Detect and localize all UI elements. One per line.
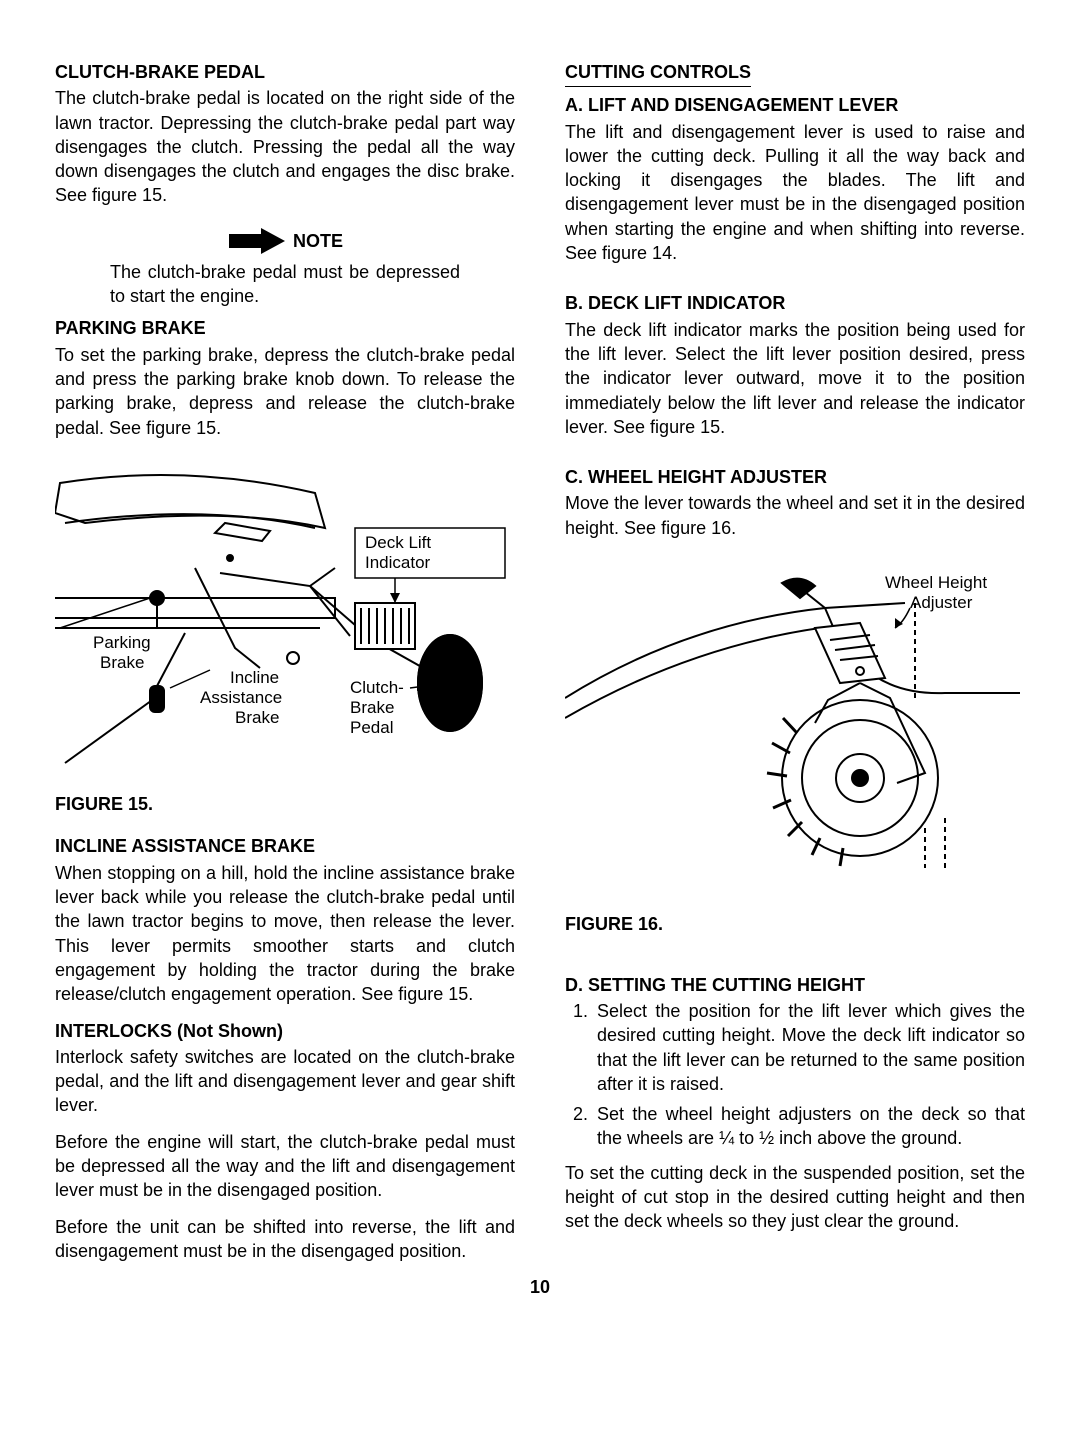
svg-text:Brake: Brake [350,698,394,717]
svg-text:Parking: Parking [93,633,151,652]
note-label: NOTE [293,229,343,253]
cutting-controls-heading: CUTTING CONTROLS [565,60,751,87]
figure-15-caption: FIGURE 15. [55,792,515,816]
step-1: Select the position for the lift lever w… [593,999,1025,1096]
interlocks-p2: Before the engine will start, the clutch… [55,1130,515,1203]
svg-text:Wheel Height: Wheel Height [885,573,987,592]
incline-heading: INCLINE ASSISTANCE BRAKE [55,834,515,858]
right-column: CUTTING CONTROLS A. LIFT AND DISENGAGEME… [565,60,1025,1263]
section-c-body: Move the lever towards the wheel and set… [565,491,1025,540]
svg-text:Clutch-: Clutch- [350,678,404,697]
section-c-heading: C. WHEEL HEIGHT ADJUSTER [565,465,1025,489]
figure-16-illustration: Wheel Height Adjuster [565,568,1025,888]
svg-text:Indicator: Indicator [365,553,431,572]
parking-brake-body: To set the parking brake, depress the cl… [55,343,515,440]
section-b-body: The deck lift indicator marks the positi… [565,318,1025,439]
svg-text:Pedal: Pedal [350,718,393,737]
clutch-brake-heading: CLUTCH-BRAKE PEDAL [55,60,515,84]
incline-body: When stopping on a hill, hold the inclin… [55,861,515,1007]
interlocks-p3: Before the unit can be shifted into reve… [55,1215,515,1264]
step-2: Set the wheel height adjusters on the de… [593,1102,1025,1151]
note-body: The clutch-brake pedal must be depressed… [55,260,515,309]
section-d-heading: D. SETTING THE CUTTING HEIGHT [565,973,1025,997]
section-a-heading: A. LIFT AND DISENGAGEMENT LEVER [565,93,1025,117]
figure-16-caption: FIGURE 16. [565,912,1025,936]
page-number: 10 [55,1275,1025,1299]
parking-brake-heading: PARKING BRAKE [55,316,515,340]
note-arrow-icon [227,226,287,256]
svg-text:Adjuster: Adjuster [910,593,973,612]
section-b-heading: B. DECK LIFT INDICATOR [565,291,1025,315]
section-d-tail: To set the cutting deck in the suspended… [565,1161,1025,1234]
section-d-steps: Select the position for the lift lever w… [565,999,1025,1151]
section-a-body: The lift and disengagement lever is used… [565,120,1025,266]
fig15-label-decklift: Deck Lift [365,533,431,552]
left-column: CLUTCH-BRAKE PEDAL The clutch-brake peda… [55,60,515,1263]
svg-text:Incline: Incline [230,668,279,687]
interlocks-heading: INTERLOCKS (Not Shown) [55,1019,515,1043]
clutch-brake-body: The clutch-brake pedal is located on the… [55,86,515,207]
figure-15-illustration: Deck Lift Indicator Parking Brake Inclin… [55,468,515,768]
svg-text:Brake: Brake [100,653,144,672]
interlocks-p1: Interlock safety switches are located on… [55,1045,515,1118]
svg-text:Assistance: Assistance [200,688,282,707]
note-block: NOTE The clutch-brake pedal must be depr… [55,226,515,309]
svg-text:Brake: Brake [235,708,279,727]
